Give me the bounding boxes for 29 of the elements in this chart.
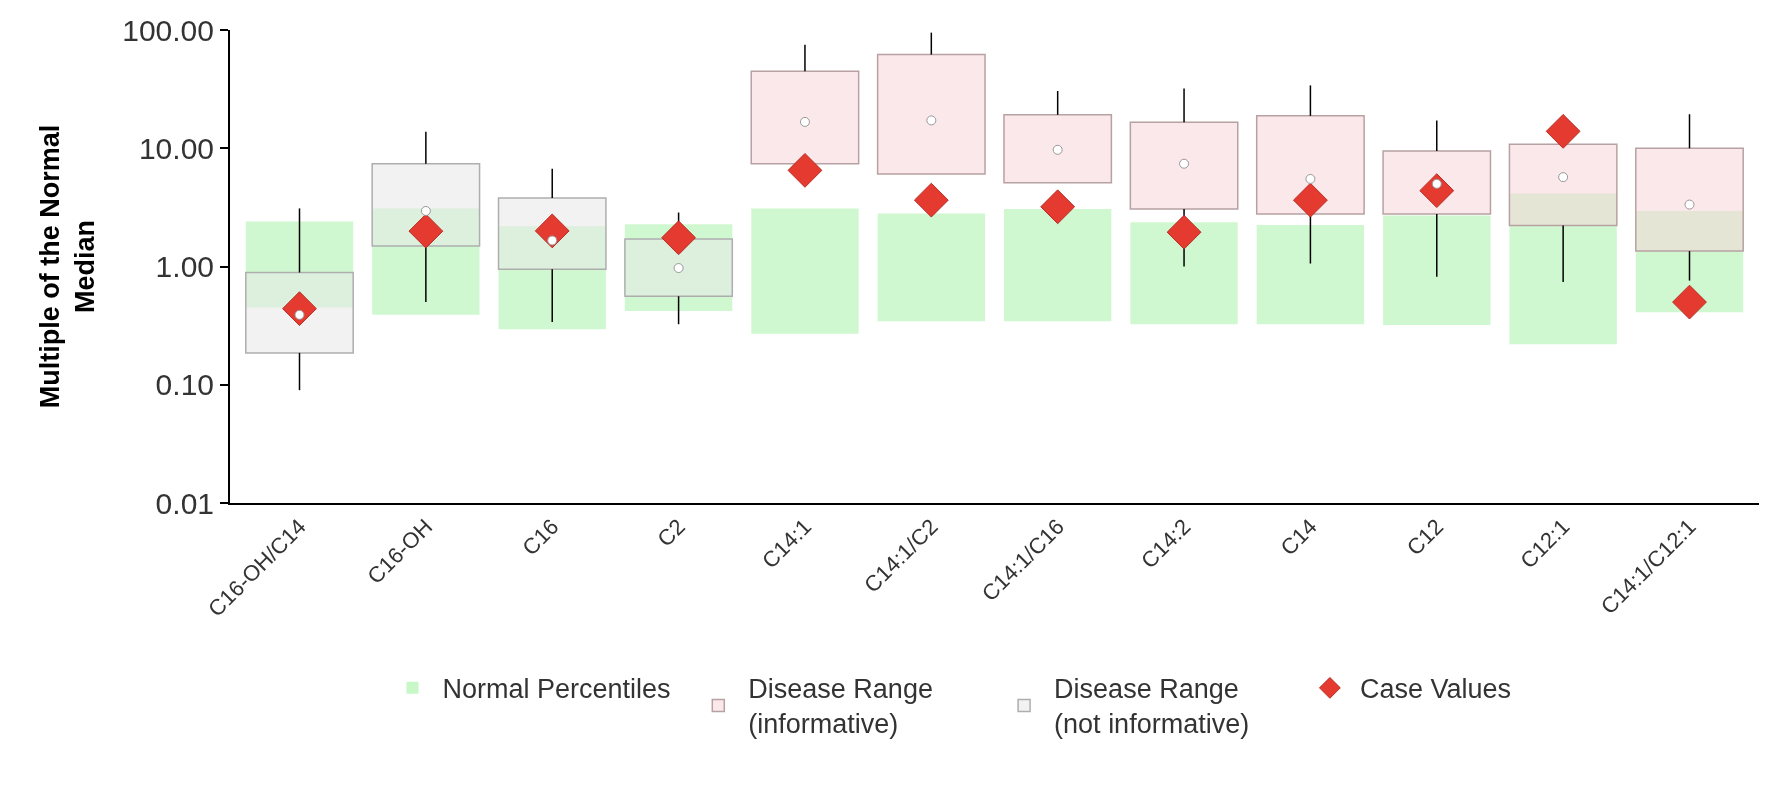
x-tick-label: C14 xyxy=(1275,514,1322,561)
y-tick-label: 100.00 xyxy=(122,13,214,47)
bar xyxy=(1003,209,1112,322)
x-tick-label: C12 xyxy=(1401,514,1449,561)
bar xyxy=(877,213,986,322)
y-tick-label: 0.01 xyxy=(155,486,214,520)
x-tick-label: C2 xyxy=(652,514,690,552)
point xyxy=(1293,182,1328,218)
y-axis-title: Multiple of the Normal Median xyxy=(34,124,100,409)
bar xyxy=(624,224,733,312)
y-tick-label: 10.00 xyxy=(138,131,214,165)
x-tick-label: C16 xyxy=(517,514,564,561)
bar xyxy=(751,208,859,334)
bar xyxy=(1256,225,1365,325)
point xyxy=(913,182,949,218)
point xyxy=(408,213,444,249)
point xyxy=(1040,189,1076,225)
point xyxy=(1545,113,1581,149)
y-tick-label: 1.00 xyxy=(155,250,214,283)
legend-label: Disease Range (not informative) xyxy=(1054,674,1250,740)
y-tick-label: 0.10 xyxy=(155,368,214,402)
point xyxy=(787,152,823,188)
point xyxy=(1166,214,1202,250)
bar xyxy=(1130,222,1238,325)
legend-label: Normal Percentiles xyxy=(442,674,671,705)
point xyxy=(1672,284,1707,320)
legend-label: Case Values xyxy=(1359,674,1511,705)
point xyxy=(661,220,696,256)
legend-label: Disease Range (informative) xyxy=(748,674,933,740)
